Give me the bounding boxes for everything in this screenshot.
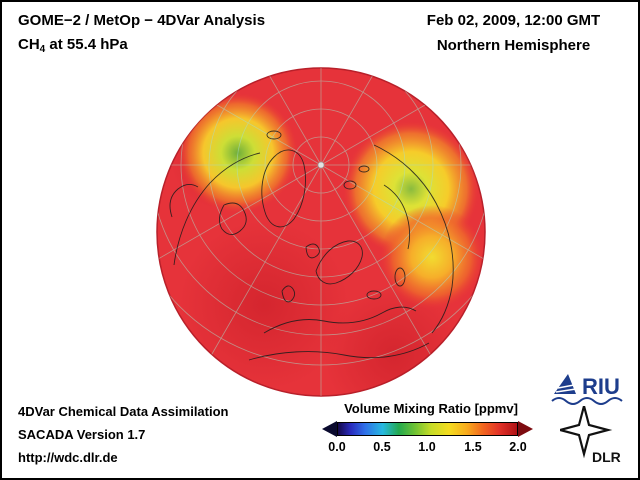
tick-label: 1.0: [418, 440, 436, 454]
plot-title-block: GOME−2 / MetOp − 4DVar Analysis CH4 at 5…: [18, 12, 265, 55]
riu-logo-text: RIU: [582, 374, 620, 399]
tick-label: 2.0: [509, 440, 527, 454]
pole-marker: [317, 161, 325, 169]
globe-map: [154, 65, 488, 399]
datetime-block: Feb 02, 2009, 12:00 GMT Northern Hemisph…: [401, 12, 626, 54]
colorbar: Volume Mixing Ratio [ppmv] 0.0 0.5 1.0 1…: [322, 401, 540, 455]
tick-label: 0.5: [373, 440, 391, 454]
plot-subtitle: CH4 at 55.4 hPa: [18, 36, 265, 55]
dlr-logo: DLR: [555, 401, 622, 466]
dlr-logo-icon: DLR: [555, 401, 621, 465]
species-subscript: 4: [39, 44, 46, 55]
colorbar-gradient: [337, 422, 518, 436]
ch4-low-patch-southeast: [380, 205, 484, 309]
tick-label: 1.5: [464, 440, 482, 454]
colorbar-tick-labels: 0.0 0.5 1.0 1.5 2.0: [322, 440, 540, 455]
globe-svg: [156, 67, 486, 397]
graticule: [157, 68, 485, 396]
colorbar-title: Volume Mixing Ratio [ppmv]: [344, 401, 518, 416]
riu-logo-icon: RIU: [551, 374, 623, 405]
credit-url: http://wdc.dlr.de: [18, 450, 118, 465]
dlr-logo-text: DLR: [592, 449, 621, 465]
riu-logo: RIU: [550, 368, 626, 406]
pressure-level: at 55.4 hPa: [45, 36, 128, 53]
coastlines: [169, 130, 454, 361]
plot-title: GOME−2 / MetOp − 4DVar Analysis: [18, 12, 266, 29]
credits-block: 4DVar Chemical Data Assimilation SACADA …: [18, 400, 229, 469]
colorbar-overflow-arrow: [518, 421, 533, 437]
species-symbol: CH: [18, 36, 40, 53]
credit-line-1: 4DVar Chemical Data Assimilation: [18, 404, 229, 419]
colorbar-gradient-row: [322, 421, 540, 437]
colorbar-underflow-arrow: [322, 421, 337, 437]
datetime-text: Feb 02, 2009, 12:00 GMT: [426, 12, 601, 29]
tick-label: 0.0: [328, 440, 346, 454]
hemisphere-text: Northern Hemisphere: [436, 37, 591, 54]
credit-line-2: SACADA Version 1.7: [18, 427, 146, 442]
